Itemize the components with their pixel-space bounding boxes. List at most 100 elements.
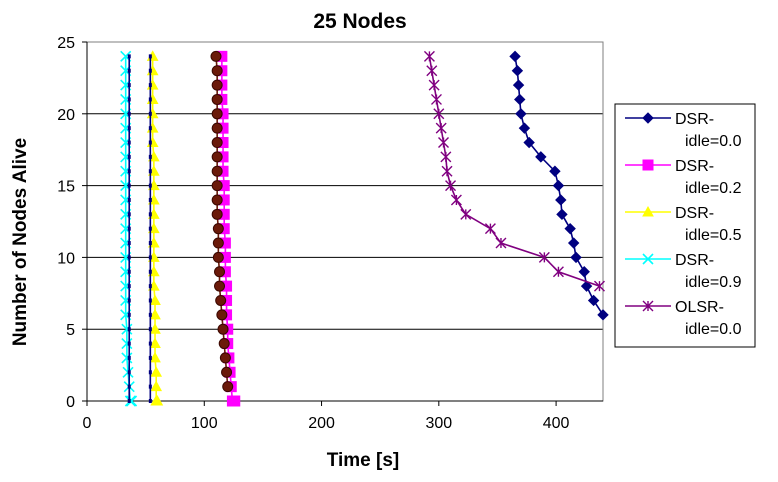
series-7-point-11 bbox=[148, 212, 152, 217]
series-5-point-0 bbox=[127, 54, 131, 59]
series-5-point-5 bbox=[127, 126, 131, 131]
series-4-point-16 bbox=[593, 280, 605, 292]
legend-label-1: DSR-idle=0.2 bbox=[675, 158, 742, 197]
series-4 bbox=[423, 50, 605, 292]
series-7-point-10 bbox=[148, 197, 152, 202]
series-0-point-16 bbox=[580, 280, 593, 292]
series-0-point-17 bbox=[587, 294, 600, 307]
series-7-point-20 bbox=[148, 341, 152, 346]
plot-frame bbox=[86, 41, 604, 402]
series-7-point-8 bbox=[148, 169, 152, 174]
series-7-point-22 bbox=[148, 370, 152, 375]
series-7-point-15 bbox=[148, 269, 152, 274]
series-5-point-16 bbox=[127, 284, 131, 289]
series-6-point-4 bbox=[211, 108, 223, 120]
series-5-point-18 bbox=[127, 312, 131, 317]
series-6-point-5 bbox=[211, 122, 223, 134]
series-2-point-22 bbox=[150, 366, 163, 377]
series-line-4 bbox=[428, 56, 600, 287]
series-5-point-1 bbox=[127, 68, 131, 73]
series-7-point-16 bbox=[148, 284, 152, 289]
series-7-point-12 bbox=[148, 226, 152, 231]
series-4-point-11 bbox=[460, 208, 472, 220]
series-5-point-17 bbox=[127, 298, 131, 303]
series-2-point-19 bbox=[149, 323, 161, 334]
series-6-point-6 bbox=[211, 137, 223, 149]
series-0-point-2 bbox=[512, 79, 525, 91]
legend-marker-1 bbox=[642, 159, 654, 171]
series-7-point-9 bbox=[148, 183, 152, 188]
series-4-point-1 bbox=[426, 65, 438, 77]
chart-title: 25 Nodes bbox=[313, 10, 406, 33]
series-0-point-0 bbox=[509, 50, 521, 63]
series-5-point-21 bbox=[127, 355, 131, 360]
series-0-point-11 bbox=[556, 208, 568, 221]
x-tick-label-400: 400 bbox=[543, 415, 570, 432]
series-7-point-4 bbox=[148, 111, 152, 116]
series-2-point-17 bbox=[149, 294, 161, 305]
series-2-point-23 bbox=[150, 380, 163, 392]
series-7-point-3 bbox=[148, 97, 152, 102]
legend: DSR-idle=0.0 DSR-idle=0.2 DSR-idle=0.5 DSR-… bbox=[614, 103, 756, 348]
series-2-point-20 bbox=[149, 337, 161, 349]
series-3-point-19 bbox=[121, 323, 133, 335]
x-tick-label-200: 200 bbox=[308, 415, 335, 432]
series-5-point-9 bbox=[127, 183, 131, 188]
series-5-point-11 bbox=[127, 212, 131, 217]
legend-marker-2 bbox=[642, 205, 654, 217]
series-6-point-2 bbox=[211, 79, 223, 91]
series-7-point-6 bbox=[148, 140, 152, 145]
legend-marker-0 bbox=[642, 112, 654, 124]
series-5-point-7 bbox=[127, 154, 131, 159]
series-1-point-25 bbox=[229, 395, 241, 407]
series-6-point-20 bbox=[218, 338, 230, 350]
series-6-point-10 bbox=[211, 194, 223, 206]
series-5-point-12 bbox=[127, 226, 131, 231]
series-6-point-18 bbox=[216, 309, 228, 321]
legend-label-2: DSR-idle=0.5 bbox=[675, 205, 742, 244]
series-6-point-21 bbox=[219, 352, 231, 364]
y-tick-label-0: 0 bbox=[66, 394, 75, 411]
series-4-point-9 bbox=[445, 180, 457, 192]
series-0-point-15 bbox=[578, 266, 590, 278]
series-0-point-9 bbox=[552, 179, 565, 192]
series-5-point-8 bbox=[127, 169, 131, 174]
series-6-point-16 bbox=[214, 280, 226, 292]
series-7-point-14 bbox=[148, 255, 152, 260]
x-axis-title: Time [s] bbox=[327, 450, 400, 471]
series-5-point-24 bbox=[127, 399, 131, 403]
series-5-point-4 bbox=[127, 111, 131, 116]
series-0-point-6 bbox=[523, 136, 535, 149]
plot-area: 0 5 10 15 20 25 0 100 200 300 400 bbox=[57, 35, 609, 432]
x-tick-label-100: 100 bbox=[191, 415, 218, 432]
series-0-point-10 bbox=[555, 194, 567, 206]
series-7-point-5 bbox=[148, 126, 152, 131]
series-4-point-5 bbox=[435, 122, 447, 134]
series-2-point-18 bbox=[149, 308, 161, 320]
series-4-point-7 bbox=[440, 151, 452, 163]
series-7-point-2 bbox=[148, 83, 152, 88]
series-7-point-17 bbox=[148, 298, 152, 303]
series-3-point-25 bbox=[125, 395, 138, 407]
series-4-point-3 bbox=[430, 93, 442, 105]
x-tick-label-0: 0 bbox=[83, 415, 92, 432]
series-7-point-19 bbox=[148, 327, 152, 332]
legend-label-0: DSR-idle=0.0 bbox=[675, 111, 742, 150]
series-6-point-1 bbox=[211, 65, 223, 77]
series-7-point-23 bbox=[148, 384, 152, 389]
series-2-point-21 bbox=[149, 351, 161, 363]
series-6-point-23 bbox=[222, 381, 234, 393]
y-axis-title: Number of Nodes Alive bbox=[10, 138, 31, 346]
legend-label-4: OLSR-idle=0.0 bbox=[675, 299, 742, 338]
series-4-point-13 bbox=[495, 237, 507, 249]
x-tick-label-300: 300 bbox=[425, 415, 452, 432]
series-7-point-1 bbox=[148, 68, 152, 73]
series-5-point-14 bbox=[127, 255, 131, 260]
series-2-point-25 bbox=[151, 394, 164, 406]
series-0-point-18 bbox=[597, 309, 609, 321]
series-3-point-21 bbox=[121, 352, 133, 364]
series-7-point-21 bbox=[148, 355, 152, 360]
series-0-point-1 bbox=[511, 65, 524, 77]
